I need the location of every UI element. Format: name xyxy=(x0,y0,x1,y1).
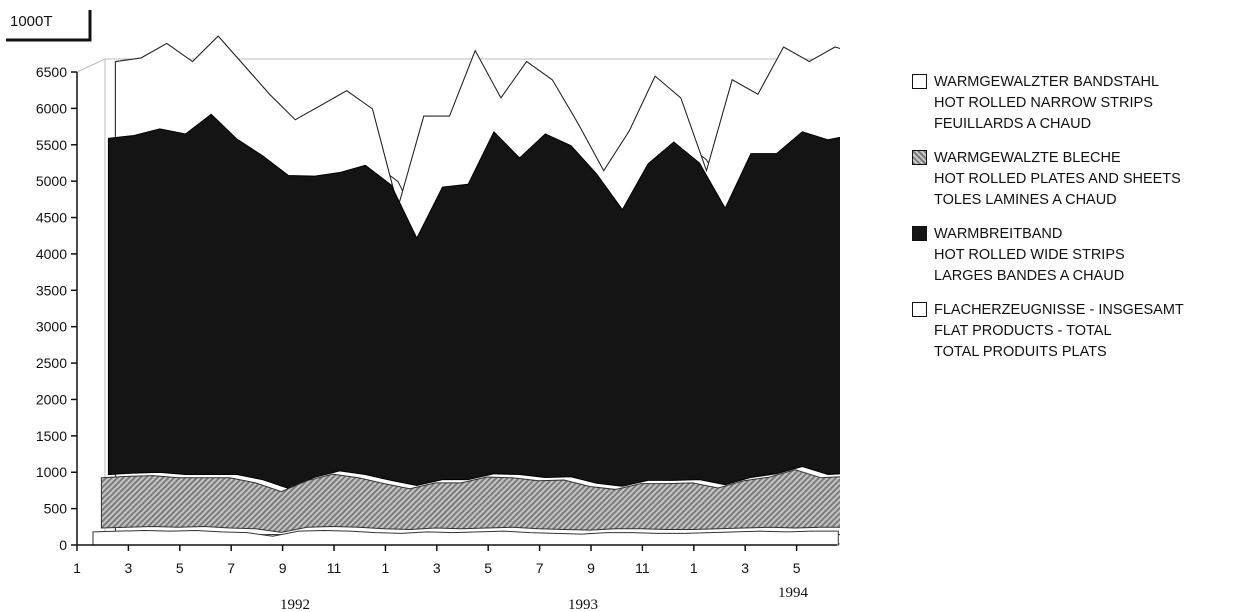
legend-swatch xyxy=(912,226,927,241)
x-tick-label: 7 xyxy=(227,560,235,576)
legend-label-de: FLACHERZEUGNISSE - INSGESAMT xyxy=(934,302,1184,318)
x-tick-label: 7 xyxy=(536,560,544,576)
x-tick-label: 3 xyxy=(433,560,441,576)
unit-label: 1000T xyxy=(10,13,53,30)
legend-label-de: WARMGEWALZTER BANDSTAHL xyxy=(934,74,1160,90)
unit-bracket xyxy=(6,10,92,42)
legend-label-de: WARMGEWALZTE BLECHE xyxy=(934,150,1121,166)
x-tick-label: 1 xyxy=(690,560,698,576)
legend-label-fr: LARGES BANDES A CHAUD xyxy=(934,268,1125,284)
y-tick-label: 3000 xyxy=(36,319,67,335)
x-tick-label: 11 xyxy=(635,560,650,576)
legend: WARMGEWALZTER BANDSTAHL HOT ROLLED NARRO… xyxy=(912,72,1242,376)
unit-box: 1000T xyxy=(6,10,92,42)
legend-item-flat-products-total: FLACHERZEUGNISSE - INSGESAMT FLAT PRODUC… xyxy=(912,300,1242,363)
series-plates-area xyxy=(100,469,840,533)
x-tick-label: 1 xyxy=(382,560,390,576)
x-tick-label: 9 xyxy=(279,560,287,576)
year-label: 1992 xyxy=(280,597,310,612)
series-narrow-strips-area xyxy=(92,529,839,546)
x-tick-label: 3 xyxy=(741,560,749,576)
y-tick-label: 5000 xyxy=(36,173,67,189)
legend-label-en: HOT ROLLED NARROW STRIPS xyxy=(934,95,1153,111)
y-tick-label: 2000 xyxy=(36,391,67,407)
y-tick-label: 4000 xyxy=(36,246,67,262)
year-label: 1994 xyxy=(778,585,809,601)
x-tick-label: 5 xyxy=(484,560,492,576)
legend-label-fr: FEUILLARDS A CHAUD xyxy=(934,116,1092,132)
legend-label-fr: TOTAL PRODUITS PLATS xyxy=(934,344,1107,360)
legend-swatch xyxy=(912,302,927,317)
chart-areas xyxy=(92,35,840,546)
y-tick-label: 6000 xyxy=(36,100,67,116)
legend-swatch xyxy=(912,74,927,89)
x-tick-label: 3 xyxy=(125,560,133,576)
legend-item-plates-sheets: WARMGEWALZTE BLECHE HOT ROLLED PLATES AN… xyxy=(912,148,1242,211)
y-tick-label: 1500 xyxy=(36,428,67,444)
year-label: 1993 xyxy=(568,597,598,612)
x-tick-label: 5 xyxy=(176,560,184,576)
legend-label-en: HOT ROLLED PLATES AND SHEETS xyxy=(934,171,1181,187)
y-tick-label: 500 xyxy=(44,501,68,517)
legend-label-de: WARMBREITBAND xyxy=(934,226,1063,242)
back-plane xyxy=(76,58,840,532)
area-chart: 0 500 1000 1500 2000 2500 3000 3500 4000 4500 5000… xyxy=(6,10,840,612)
legend-item-wide-strips: WARMBREITBAND HOT ROLLED WIDE STRIPS LAR… xyxy=(912,224,1242,287)
y-tick-label: 2500 xyxy=(36,355,67,371)
y-tick-label: 6500 xyxy=(36,64,67,80)
legend-swatch xyxy=(912,150,927,165)
y-axis: 0 500 1000 1500 2000 2500 3000 3500 4000 4500 5000… xyxy=(36,64,78,553)
y-tick-label: 3500 xyxy=(36,282,67,298)
legend-label-en: FLAT PRODUCTS - TOTAL xyxy=(934,323,1112,339)
series-wide-strips-area xyxy=(107,113,840,489)
y-tick-label: 4500 xyxy=(36,210,67,226)
legend-item-narrow-strips: WARMGEWALZTER BANDSTAHL HOT ROLLED NARRO… xyxy=(912,72,1242,135)
legend-label-en: HOT ROLLED WIDE STRIPS xyxy=(934,247,1125,263)
y-tick-label: 0 xyxy=(59,537,67,553)
x-tick-label: 9 xyxy=(587,560,595,576)
x-tick-label: 5 xyxy=(793,560,801,576)
y-tick-label: 1000 xyxy=(36,464,67,480)
x-tick-label: 1 xyxy=(73,560,81,576)
y-tick-label: 5500 xyxy=(36,137,67,153)
legend-label-fr: TOLES LAMINES A CHAUD xyxy=(934,192,1117,208)
x-tick-label: 11 xyxy=(327,560,342,576)
